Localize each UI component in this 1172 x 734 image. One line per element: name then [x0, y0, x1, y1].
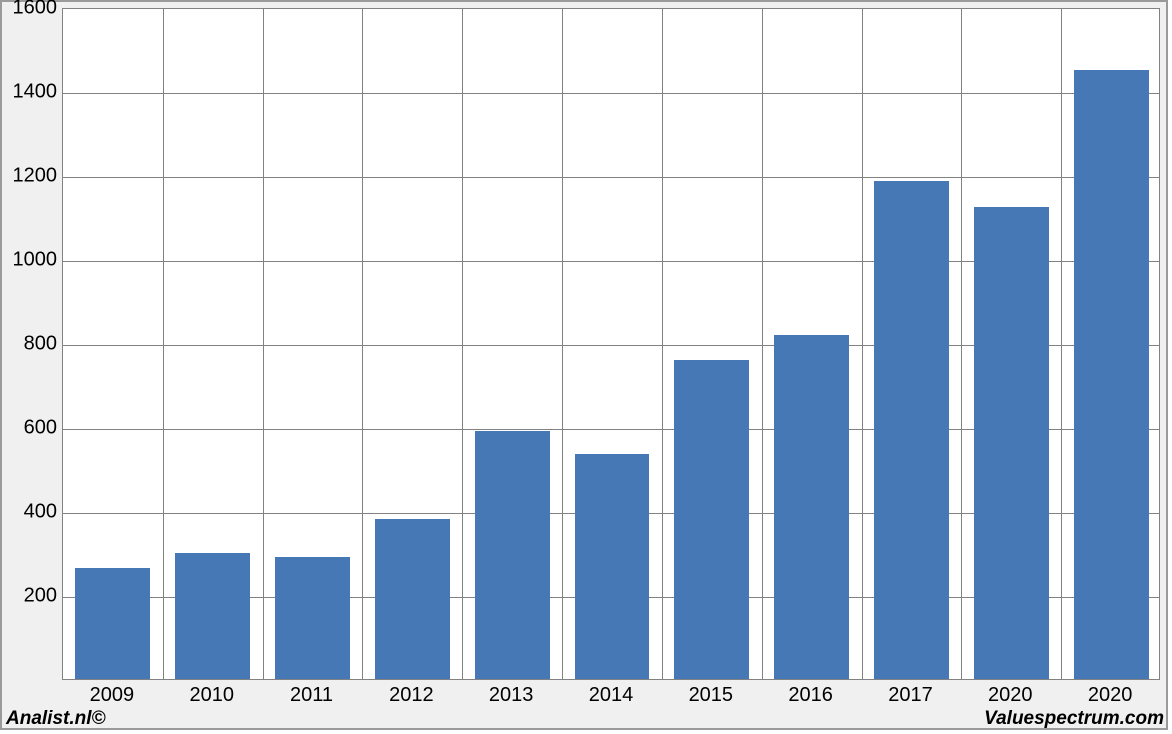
bar — [974, 207, 1049, 680]
plot-area — [62, 8, 1160, 680]
y-tick-label: 1000 — [7, 249, 57, 272]
bar — [1074, 70, 1149, 679]
gridline-vertical — [862, 9, 863, 679]
credit-right: Valuespectrum.com — [984, 708, 1164, 730]
bar — [175, 553, 250, 679]
gridline-vertical — [562, 9, 563, 679]
bar — [674, 360, 749, 679]
gridline-vertical — [961, 9, 962, 679]
y-tick-label: 1200 — [7, 165, 57, 188]
x-tick-label: 2014 — [589, 684, 634, 707]
x-tick-label: 2020 — [1088, 684, 1133, 707]
x-tick-label: 2011 — [290, 684, 333, 707]
x-tick-label: 2015 — [689, 684, 734, 707]
x-tick-label: 2020 — [988, 684, 1033, 707]
bar — [275, 557, 350, 679]
x-tick-label: 2013 — [489, 684, 534, 707]
bar — [774, 335, 849, 679]
x-tick-label: 2016 — [788, 684, 833, 707]
bar — [575, 454, 650, 679]
bar — [874, 181, 949, 679]
gridline-vertical — [662, 9, 663, 679]
gridline-horizontal — [63, 93, 1159, 94]
gridline-vertical — [163, 9, 164, 679]
gridline-vertical — [762, 9, 763, 679]
gridline-vertical — [362, 9, 363, 679]
x-tick-label: 2009 — [90, 684, 135, 707]
bar — [75, 568, 150, 679]
gridline-horizontal — [63, 177, 1159, 178]
y-tick-label: 200 — [7, 585, 57, 608]
gridline-vertical — [263, 9, 264, 679]
y-tick-label: 800 — [7, 333, 57, 356]
gridline-vertical — [1061, 9, 1062, 679]
x-tick-label: 2017 — [888, 684, 933, 707]
x-tick-label: 2010 — [189, 684, 234, 707]
x-tick-label: 2012 — [389, 684, 434, 707]
bar — [375, 519, 450, 679]
credit-left: Analist.nl© — [6, 708, 106, 730]
bar — [475, 431, 550, 679]
gridline-vertical — [462, 9, 463, 679]
y-tick-label: 400 — [7, 501, 57, 524]
y-tick-label: 1600 — [7, 0, 57, 20]
y-tick-label: 1400 — [7, 81, 57, 104]
y-tick-label: 600 — [7, 417, 57, 440]
